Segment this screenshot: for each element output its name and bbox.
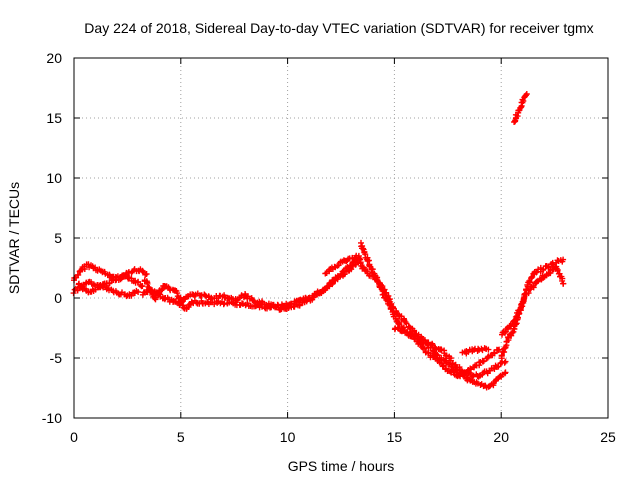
data-point [202,292,209,299]
data-point [495,363,502,370]
y-tick-label: 20 [46,50,62,66]
data-point [242,292,249,299]
x-axis-label: GPS time / hours [288,458,395,474]
data-point [135,289,142,295]
chart-title: Day 224 of 2018, Sidereal Day-to-day VTE… [84,20,593,36]
data-point [193,299,200,306]
data-series-sdtvar [70,91,567,391]
data-point [502,358,509,365]
data-point [128,292,135,299]
data-point [540,266,547,273]
grid [74,58,608,418]
x-tick-label: 20 [493,429,509,445]
data-point [502,369,509,376]
data-point [75,271,82,278]
data-point [421,345,428,352]
data-point [554,266,561,273]
data-point [447,368,454,375]
data-point [143,271,150,277]
x-tick-label: 5 [177,429,185,445]
data-point [520,98,527,104]
data-point [403,320,410,327]
axis-ticks [73,57,609,419]
x-tick-label: 0 [70,429,78,445]
data-point [529,273,536,280]
data-point [232,299,239,306]
data-point [560,280,567,287]
data-point [250,297,257,304]
x-tick-labels: 0 5 10 15 20 25 [70,429,616,445]
data-point [74,287,81,294]
data-point [159,286,166,293]
data-point [498,353,505,359]
y-tick-label: 15 [46,110,62,126]
x-tick-label: 15 [387,429,403,445]
data-point [491,350,498,357]
data-point [158,287,165,294]
data-point [515,311,522,318]
data-point [139,283,146,289]
y-tick-label: -10 [42,410,62,426]
x-tick-label: 25 [600,429,616,445]
y-tick-label: 10 [46,170,62,186]
data-point [514,314,521,321]
data-point [139,268,146,275]
data-point [348,266,355,273]
data-point [353,261,359,268]
data-point [496,346,503,353]
data-point [485,346,492,353]
data-point [523,91,530,97]
data-point [71,286,78,293]
y-tick-label: -5 [50,350,63,366]
data-point [501,359,508,366]
data-point [467,365,474,372]
data-point [388,306,395,312]
y-axis-label: SDTVAR / TECUs [6,182,22,294]
data-point [560,256,567,263]
x-tick-label: 10 [280,429,296,445]
data-point [411,327,418,334]
data-point [505,326,511,333]
data-point [412,335,419,342]
y-tick-label: 0 [54,290,62,306]
y-tick-label: 5 [54,230,62,246]
data-point [374,277,380,284]
data-point [509,329,516,336]
data-point [521,294,528,300]
data-point [144,280,151,287]
y-tick-labels: -10 -5 0 5 10 15 20 [42,50,62,426]
